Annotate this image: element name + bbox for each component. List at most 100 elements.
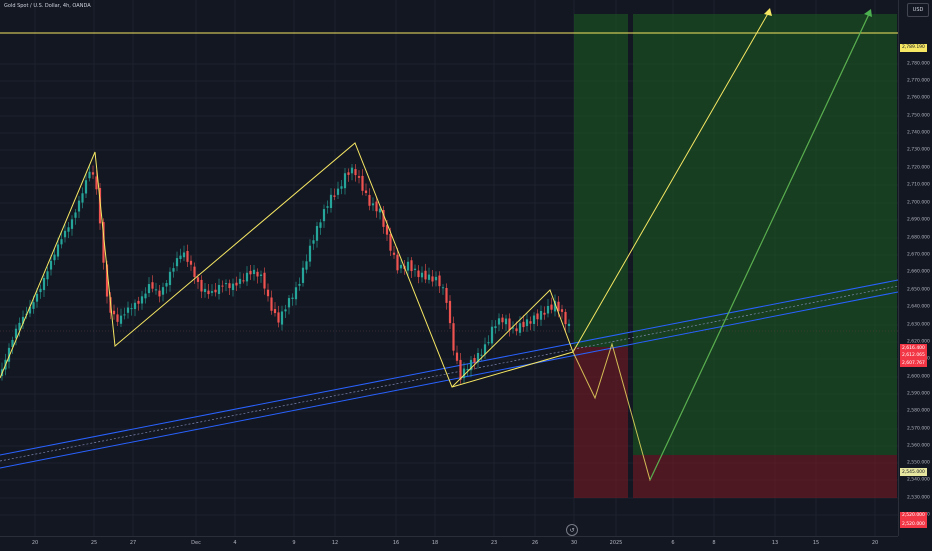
candle-body	[105, 264, 109, 297]
candle-body	[126, 307, 130, 313]
candle-body	[214, 289, 217, 293]
candle-body	[312, 240, 315, 244]
price-axis[interactable]: USD 2,780.000 2,770.000 2,760.000 2,750.000…	[898, 0, 932, 536]
price-tick-label: 2,580.000	[907, 408, 930, 414]
candle-body	[102, 222, 105, 263]
price-tick-label: 2,570.000	[907, 426, 930, 432]
candle-body	[189, 260, 193, 265]
candle-body	[434, 276, 438, 281]
candle-body	[18, 322, 21, 331]
candle-body	[480, 354, 483, 356]
time-tick-label: 9	[292, 540, 296, 546]
candle-body	[273, 309, 277, 314]
chart-pane[interactable]: Gold Spot / U.S. Dollar, 4h, OANDA	[0, 0, 899, 536]
symbol-title: Gold Spot / U.S. Dollar, 4h, OANDA	[4, 3, 91, 9]
candle-body	[424, 270, 427, 280]
candle-body	[567, 323, 571, 327]
candle-body	[231, 283, 235, 291]
candle-body	[263, 272, 266, 289]
candle-body	[445, 287, 448, 303]
time-tick-label: 13	[771, 540, 779, 546]
candle-body	[354, 169, 357, 176]
time-tick-label: Dec	[191, 540, 201, 546]
candle-body	[242, 280, 245, 282]
price-tick-label: 2,560.000	[907, 443, 930, 449]
candle-body	[287, 298, 291, 308]
candle-body	[473, 358, 476, 363]
candle-body	[137, 300, 140, 304]
candle-body	[56, 244, 60, 257]
candle-body	[116, 314, 119, 322]
candle-body	[557, 301, 560, 312]
candle-body	[315, 226, 319, 241]
candle-body	[546, 305, 550, 314]
candle-body	[144, 293, 147, 299]
candle-body	[487, 342, 490, 344]
price-tick-label: 2,690.000	[907, 217, 930, 223]
candle-body	[504, 318, 508, 325]
candle-body	[140, 296, 144, 304]
price-marker-label: 2,789.190	[900, 43, 927, 52]
candle-body	[203, 288, 207, 293]
candle-body	[49, 260, 53, 270]
time-tick-label: 23	[490, 540, 498, 546]
candle-body	[256, 271, 259, 277]
candle-body	[413, 268, 417, 270]
price-tick-label: 2,650.000	[907, 287, 930, 293]
price-tick-label: 2,780.000	[907, 61, 930, 67]
candle-body	[175, 258, 179, 267]
time-axis[interactable]: 20 25 27 Dec 4 9 12 16 18 23 26 30 2025 6 8 13 15 20	[0, 536, 898, 551]
candle-body	[133, 302, 137, 310]
candle-body	[77, 200, 81, 212]
candle-body	[67, 227, 70, 232]
candle-body	[35, 293, 39, 302]
price-tick-label: 2,740.000	[907, 130, 930, 136]
candle-body	[298, 283, 301, 286]
time-tick-label: 18	[431, 540, 439, 546]
candle-body	[431, 276, 434, 282]
candle-body	[459, 359, 462, 380]
chart-canvas[interactable]	[0, 0, 899, 536]
candle-body	[21, 316, 25, 324]
candle-body	[95, 176, 98, 190]
candle-body	[179, 255, 182, 260]
candle-body	[550, 304, 553, 310]
candle-body	[364, 190, 368, 193]
candle-body	[284, 309, 287, 312]
candle-body	[452, 323, 455, 351]
price-tick-label: 2,550.000	[907, 460, 930, 466]
candle-body	[84, 180, 88, 194]
candle-body	[448, 300, 452, 324]
candle-body	[46, 271, 49, 280]
loss-zone	[633, 455, 897, 498]
candle-body	[532, 315, 536, 324]
time-tick-label: 12	[331, 540, 339, 546]
currency-button[interactable]: USD	[907, 3, 929, 17]
reset-arrow-icon[interactable]: ↺	[566, 524, 578, 536]
candle-body	[490, 326, 494, 344]
candle-body	[417, 270, 420, 278]
projection-line-upper	[451, 9, 771, 388]
price-tick-label: 2,600.000	[907, 374, 930, 380]
candle-body	[42, 277, 46, 291]
channel-mid-line	[0, 285, 899, 462]
candle-body	[560, 309, 564, 312]
candle-body	[389, 233, 392, 251]
zigzag-pattern-line	[0, 142, 574, 388]
candle-body	[291, 297, 294, 299]
price-marker-label: 2,520.000	[900, 520, 927, 529]
price-tick-label: 2,700.000	[907, 200, 930, 206]
candle-body	[168, 271, 172, 286]
price-tick-label: 2,710.000	[907, 182, 930, 188]
candle-body	[81, 193, 84, 203]
candle-body	[511, 327, 515, 329]
candle-body	[186, 250, 189, 262]
candle-body	[165, 283, 168, 287]
candle-body	[508, 318, 511, 331]
candle-body	[60, 239, 63, 245]
price-tick-label: 2,670.000	[907, 252, 930, 258]
candle-body	[147, 284, 151, 294]
candle-body	[196, 277, 200, 282]
candle-body	[378, 208, 382, 213]
candle-body	[14, 328, 18, 339]
